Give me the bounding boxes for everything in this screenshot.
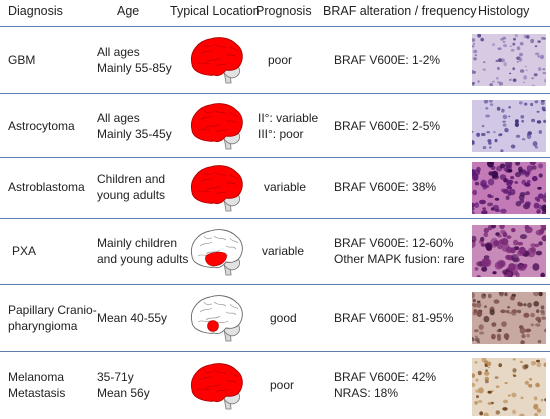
age-cell: All ages Mainly 55-85y <box>97 45 172 75</box>
brain-location-icon <box>186 162 246 214</box>
braf-cell: BRAF V600E: 2-5% <box>334 119 441 133</box>
brain-location-icon <box>186 100 246 152</box>
table-row: PXA Mainly children and young adults vari… <box>0 219 550 284</box>
prognosis-cell: poor <box>268 53 293 67</box>
age-cell: All ages Mainly 35-45y <box>97 111 172 141</box>
separator <box>0 218 550 219</box>
prognosis-cell: II°: variable III°: poor <box>258 111 319 141</box>
braf-cell: BRAF V600E: 12-60% Other MAPK fusion: rar… <box>334 236 465 266</box>
table-row: Papillary Cranio-pharyngioma Mean 40-55y… <box>0 285 550 351</box>
age-cell: Mean 40-55y <box>97 311 168 325</box>
prognosis-cell: poor <box>270 378 295 392</box>
header-diagnosis: Diagnosis <box>8 4 63 18</box>
braf-cell: BRAF V600E: 42% NRAS: 18% <box>334 370 437 400</box>
header-histology: Histology <box>478 4 530 18</box>
header-prognosis: Prognosis <box>256 4 312 18</box>
diagnosis-cell: Astrocytoma <box>8 119 75 133</box>
age-cell: Children and young adults <box>97 172 166 202</box>
histology-image <box>472 162 546 214</box>
histology-image <box>472 358 546 416</box>
braf-cell: BRAF V600E: 38% <box>334 180 437 194</box>
brain-location-icon <box>186 34 246 86</box>
braf-cell: BRAF V600E: 81-95% <box>334 311 454 325</box>
diagnosis-cell: Papillary Cranio-pharyngioma <box>8 303 97 333</box>
age-cell: Mainly children and young adults <box>97 236 189 266</box>
braf-cell: BRAF V600E: 1-2% <box>334 53 441 67</box>
prognosis-cell: variable <box>264 180 307 194</box>
prognosis-cell: good <box>270 311 297 325</box>
separator <box>0 93 550 94</box>
table-row: GBM All ages Mainly 55-85y poor BRAF V600… <box>0 27 550 93</box>
brain-location-icon <box>186 226 246 278</box>
header-braf: BRAF alteration / frequency <box>323 4 477 18</box>
histology-image <box>472 34 546 86</box>
histology-image <box>472 225 546 277</box>
brain-location-icon <box>186 292 246 344</box>
header-age: Age <box>117 4 140 18</box>
diagnosis-cell: PXA <box>12 244 37 258</box>
table-row: Astrocytoma All ages Mainly 35-45y II°: v… <box>0 94 550 157</box>
histology-image <box>472 100 546 152</box>
separator <box>0 284 550 285</box>
prognosis-cell: variable <box>262 244 305 258</box>
separator <box>0 157 550 158</box>
diagnosis-cell: Melanoma Metastasis <box>8 370 66 400</box>
histology-image <box>472 292 546 344</box>
diagnosis-cell: GBM <box>8 53 36 67</box>
separator <box>0 351 550 352</box>
age-cell: 35-71y Mean 56y <box>97 370 150 400</box>
table-row: Astroblastoma Children and young adults v… <box>0 158 550 218</box>
table-row: Melanoma Metastasis 35-71y Mean 56y poor B… <box>0 352 550 419</box>
header-location: Typical Location <box>170 4 260 18</box>
separator <box>0 26 550 27</box>
brain-location-icon <box>186 360 246 412</box>
diagnosis-cell: Astroblastoma <box>8 180 85 194</box>
